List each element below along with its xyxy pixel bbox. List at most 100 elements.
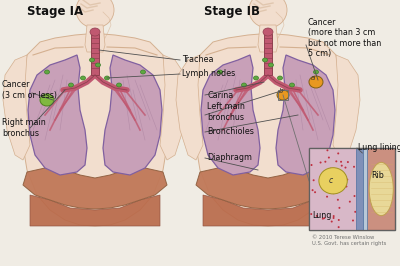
Ellipse shape bbox=[116, 83, 122, 87]
Circle shape bbox=[344, 167, 346, 169]
Ellipse shape bbox=[290, 83, 294, 87]
Circle shape bbox=[316, 215, 318, 217]
Ellipse shape bbox=[242, 83, 246, 87]
Circle shape bbox=[346, 178, 348, 181]
Circle shape bbox=[337, 199, 339, 201]
Circle shape bbox=[312, 189, 314, 191]
Polygon shape bbox=[333, 55, 360, 160]
Circle shape bbox=[338, 207, 340, 209]
Circle shape bbox=[310, 213, 312, 215]
Circle shape bbox=[323, 217, 325, 219]
Text: Left main
bronchus: Left main bronchus bbox=[207, 102, 245, 122]
Ellipse shape bbox=[319, 168, 347, 194]
Ellipse shape bbox=[309, 76, 323, 88]
Circle shape bbox=[332, 217, 334, 219]
FancyBboxPatch shape bbox=[309, 148, 395, 230]
Ellipse shape bbox=[80, 76, 86, 80]
Ellipse shape bbox=[104, 76, 110, 80]
Text: a: a bbox=[311, 75, 315, 81]
Circle shape bbox=[330, 168, 332, 170]
Circle shape bbox=[346, 185, 348, 188]
Ellipse shape bbox=[263, 28, 273, 36]
Text: Stage IA: Stage IA bbox=[27, 6, 83, 19]
Text: Right main
bronchus: Right main bronchus bbox=[2, 118, 46, 138]
Circle shape bbox=[349, 201, 351, 203]
Text: Rib: Rib bbox=[371, 171, 384, 180]
Polygon shape bbox=[103, 55, 162, 175]
Circle shape bbox=[333, 215, 335, 217]
Polygon shape bbox=[356, 148, 363, 230]
Circle shape bbox=[320, 161, 322, 164]
Text: Carina: Carina bbox=[207, 90, 233, 99]
Text: Trachea: Trachea bbox=[182, 56, 214, 64]
Circle shape bbox=[338, 189, 340, 191]
Polygon shape bbox=[30, 195, 160, 226]
Text: Cancer
(3 cm or less): Cancer (3 cm or less) bbox=[2, 80, 57, 100]
Polygon shape bbox=[3, 55, 30, 160]
Polygon shape bbox=[160, 55, 187, 160]
Polygon shape bbox=[196, 168, 340, 209]
Polygon shape bbox=[264, 34, 272, 75]
Ellipse shape bbox=[369, 162, 393, 216]
Ellipse shape bbox=[262, 58, 268, 62]
Text: Bronchioles: Bronchioles bbox=[207, 127, 254, 136]
Circle shape bbox=[321, 184, 323, 186]
Text: c: c bbox=[328, 176, 333, 185]
Text: Diaphragm: Diaphragm bbox=[207, 153, 252, 163]
Circle shape bbox=[354, 211, 356, 213]
Circle shape bbox=[332, 192, 334, 194]
Ellipse shape bbox=[68, 83, 74, 87]
Circle shape bbox=[331, 221, 333, 223]
Circle shape bbox=[340, 161, 342, 163]
Circle shape bbox=[324, 161, 326, 163]
Circle shape bbox=[313, 179, 315, 181]
Polygon shape bbox=[258, 25, 278, 52]
Bar bbox=[278, 90, 288, 100]
Ellipse shape bbox=[268, 63, 274, 67]
Circle shape bbox=[337, 152, 339, 155]
Ellipse shape bbox=[90, 58, 94, 62]
Text: Stage IB: Stage IB bbox=[204, 6, 260, 19]
Text: © 2010 Terese Winslow
U.S. Govt. has certain rights: © 2010 Terese Winslow U.S. Govt. has cer… bbox=[312, 235, 386, 246]
Polygon shape bbox=[201, 55, 260, 175]
Ellipse shape bbox=[277, 90, 289, 100]
Ellipse shape bbox=[314, 70, 318, 74]
Circle shape bbox=[332, 168, 334, 170]
Text: Lung lining: Lung lining bbox=[358, 143, 400, 152]
Polygon shape bbox=[176, 55, 203, 160]
Ellipse shape bbox=[249, 0, 287, 28]
Polygon shape bbox=[203, 195, 333, 226]
Circle shape bbox=[354, 195, 356, 197]
Polygon shape bbox=[309, 148, 357, 230]
Circle shape bbox=[352, 219, 354, 222]
Circle shape bbox=[314, 191, 316, 193]
Text: Lymph nodes: Lymph nodes bbox=[182, 69, 235, 78]
Ellipse shape bbox=[90, 28, 100, 36]
Circle shape bbox=[347, 161, 349, 163]
Polygon shape bbox=[363, 148, 368, 230]
Polygon shape bbox=[28, 55, 87, 175]
Ellipse shape bbox=[254, 76, 258, 80]
Circle shape bbox=[340, 172, 342, 174]
Ellipse shape bbox=[140, 70, 146, 74]
Polygon shape bbox=[276, 55, 335, 175]
Circle shape bbox=[353, 166, 355, 168]
Circle shape bbox=[326, 149, 328, 151]
Polygon shape bbox=[368, 148, 395, 230]
Text: b: b bbox=[279, 88, 284, 94]
Ellipse shape bbox=[96, 63, 100, 67]
Ellipse shape bbox=[278, 76, 282, 80]
Polygon shape bbox=[85, 25, 105, 52]
Circle shape bbox=[335, 160, 337, 162]
Ellipse shape bbox=[44, 70, 50, 74]
Ellipse shape bbox=[40, 94, 54, 106]
Circle shape bbox=[328, 157, 330, 159]
Circle shape bbox=[341, 165, 343, 167]
Ellipse shape bbox=[218, 70, 222, 74]
Ellipse shape bbox=[76, 0, 114, 28]
Text: Cancer
(more than 3 cm
but not more than
5 cm): Cancer (more than 3 cm but not more than… bbox=[308, 18, 381, 58]
Polygon shape bbox=[23, 168, 167, 209]
Circle shape bbox=[322, 218, 324, 220]
Text: Lung: Lung bbox=[312, 211, 331, 221]
Polygon shape bbox=[20, 34, 170, 226]
